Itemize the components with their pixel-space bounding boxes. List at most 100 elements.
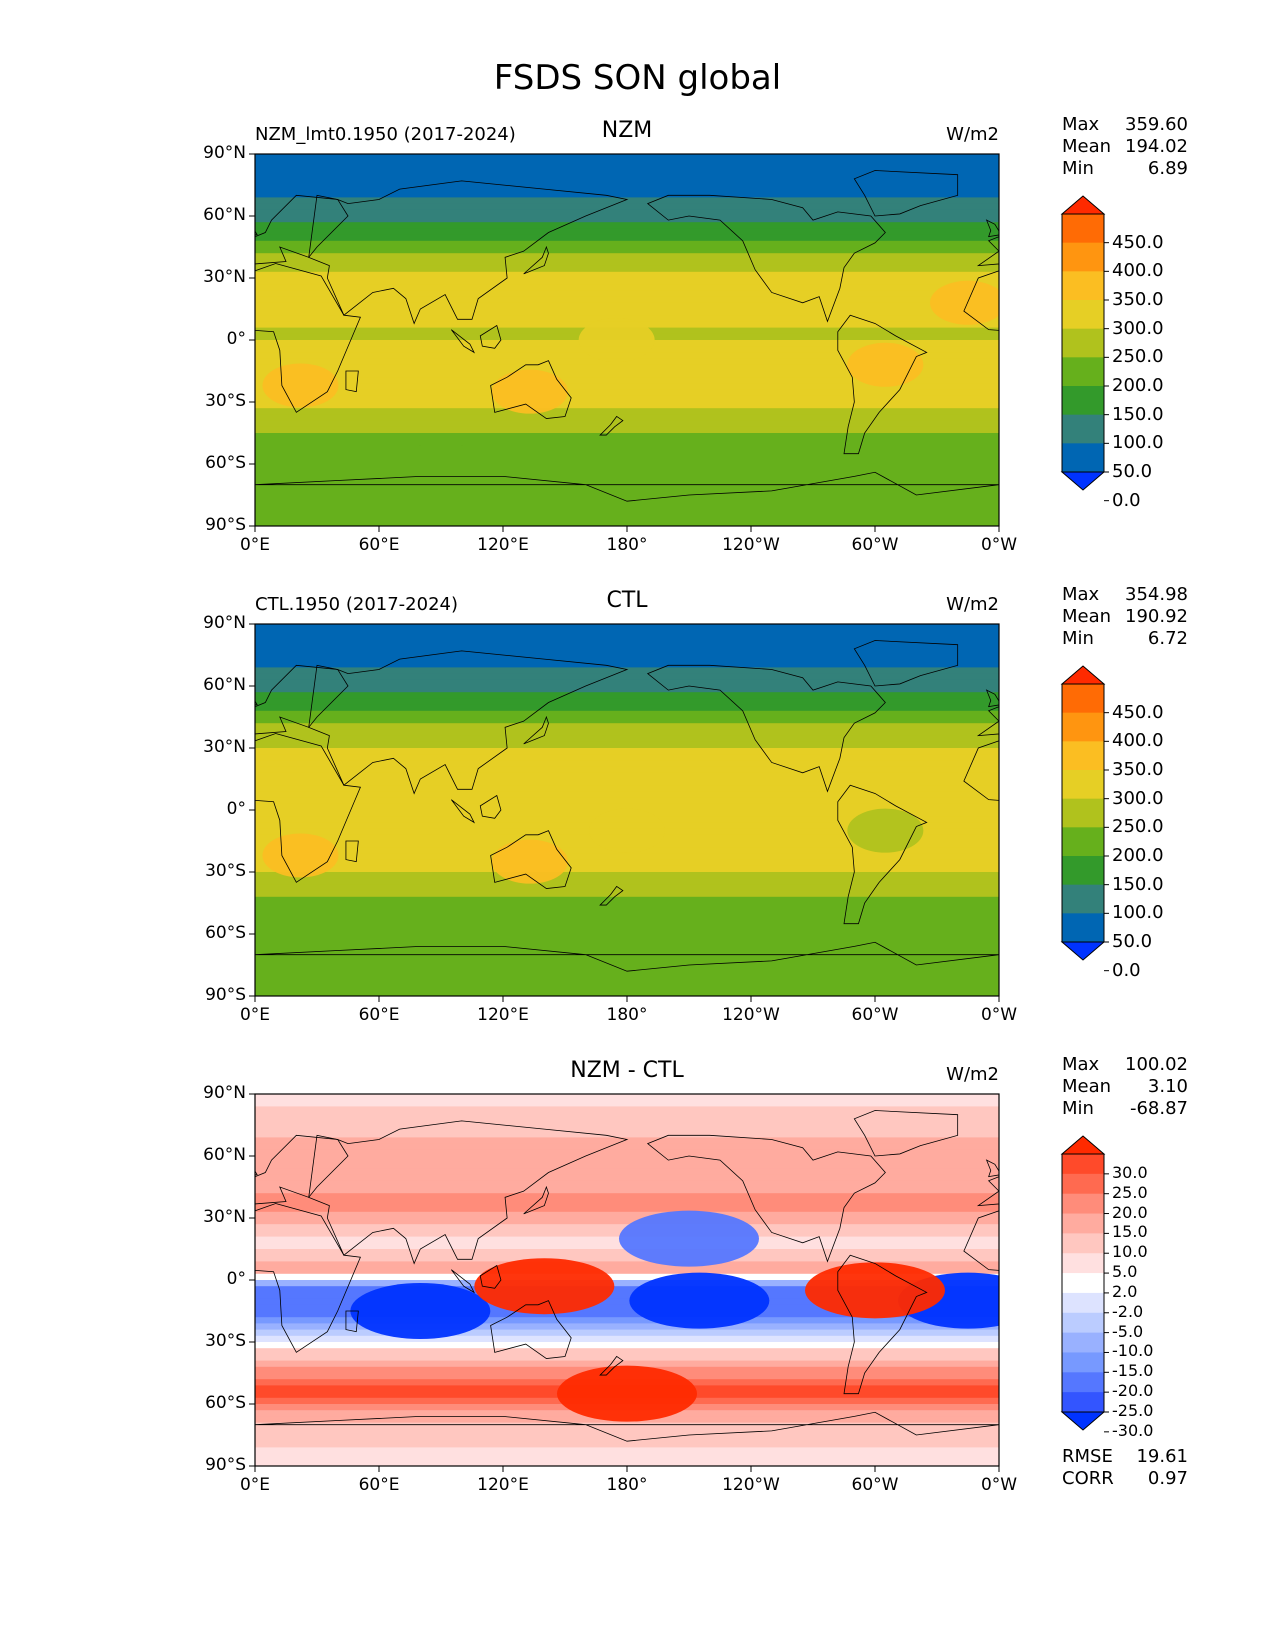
coastline [255, 733, 361, 883]
zonal-band [255, 630, 999, 637]
zonal-band [255, 290, 999, 298]
lat-tick-label: 60°S [205, 1393, 246, 1413]
colorbar-segment [1062, 712, 1104, 742]
zonal-band [255, 439, 999, 446]
zonal-band [255, 172, 999, 180]
colorbar-label: 150.0 [1112, 873, 1164, 895]
zonal-band [255, 952, 999, 960]
lat-tick-label: 0° [226, 329, 246, 349]
coastline [646, 1134, 886, 1263]
zonal-band [255, 265, 999, 273]
coastline [1235, 1301, 1275, 1359]
zonal-band [255, 247, 999, 254]
coastline [451, 329, 476, 354]
zonal-band [255, 1137, 999, 1145]
colorbar-extend-min [1060, 471, 1106, 491]
lat-tick-label: 90°S [205, 1455, 246, 1475]
zonal-band [255, 1180, 999, 1188]
zonal-band [255, 686, 999, 693]
field-feature [629, 1272, 770, 1329]
rmse-value: 19.61 [1136, 1446, 1188, 1467]
coastline [479, 794, 502, 819]
colorbar-label: 20.0 [1112, 1202, 1148, 1222]
field-feature [491, 369, 568, 414]
zonal-band [255, 222, 999, 229]
zonal-band [255, 197, 999, 205]
zonal-band [255, 884, 999, 892]
zonal-band [255, 1125, 999, 1132]
lat-tick-label: 30°S [205, 861, 246, 881]
zonal-band [255, 216, 999, 223]
coastline [479, 1264, 502, 1289]
zonal-band [255, 1205, 999, 1213]
lat-tick-label: 90°N [203, 143, 246, 163]
colorbar-segment [1062, 414, 1104, 444]
colorbar-frame [1061, 683, 1105, 943]
coastline [853, 170, 959, 217]
zonal-band [255, 1149, 999, 1157]
colorbar-label: -5.0 [1112, 1321, 1144, 1341]
zonal-band [255, 803, 999, 811]
zonal-band [255, 1342, 999, 1349]
colorbar-segment [1062, 798, 1104, 828]
colorbar-segment [1062, 214, 1104, 244]
stat-label: Mean [1062, 606, 1112, 627]
zonal-band [255, 890, 999, 898]
colorbar-segment [1062, 1312, 1104, 1334]
stat-label: Max [1062, 584, 1100, 605]
colorbar-segment [1062, 684, 1104, 714]
colorbar-label: 25.0 [1112, 1182, 1148, 1202]
zonal-band [255, 1280, 999, 1287]
zonal-band [255, 309, 999, 316]
colorbar-label: 400.0 [1112, 730, 1164, 752]
coastline [490, 360, 572, 419]
coastline [255, 471, 999, 502]
zonal-band [255, 154, 999, 161]
zonal-band [255, 958, 999, 966]
zonal-band [255, 977, 999, 985]
map-panel-3 [249, 1093, 1275, 1472]
zonal-band [255, 1131, 999, 1138]
zonal-band [255, 402, 999, 409]
colorbar-segment [1062, 300, 1104, 330]
panel-units: W/m2 [946, 594, 999, 615]
colorbar-segment [1062, 1292, 1104, 1314]
zonal-band [255, 513, 999, 521]
zonal-band [255, 983, 999, 991]
coastline [479, 324, 502, 349]
lat-tick-label: 90°S [205, 985, 246, 1005]
lon-tick-label: 60°W [851, 535, 899, 555]
zonal-band [255, 648, 999, 656]
zonal-band [255, 785, 999, 792]
colorbar-extend-max [1060, 195, 1106, 215]
zonal-band [255, 395, 999, 403]
lat-tick-label: 30°N [203, 737, 246, 757]
coastline [451, 1269, 476, 1294]
colorbar-label: 50.0 [1112, 461, 1153, 482]
zonal-band [255, 278, 999, 285]
lat-tick-label: 30°N [203, 1207, 246, 1227]
zonal-band [255, 234, 999, 242]
lat-tick-label: 60°N [203, 1145, 246, 1165]
colorbar-label: 5.0 [1112, 1262, 1138, 1282]
zonal-band [255, 655, 999, 662]
stat-label: Mean [1062, 1076, 1112, 1097]
colorbar-segment [1062, 1213, 1104, 1234]
lon-tick-label: 180° [606, 535, 648, 555]
colorbar-segment [1062, 1392, 1104, 1413]
zonal-band [255, 865, 999, 873]
coastline [976, 236, 999, 267]
zonal-band [255, 791, 999, 799]
lon-tick-label: 0°E [239, 1005, 271, 1025]
field-feature [262, 363, 339, 408]
zonal-band [255, 1329, 999, 1337]
zonal-band [255, 779, 999, 786]
zonal-band [255, 872, 999, 879]
zonal-band [255, 797, 999, 805]
colorbar-label: 250.0 [1112, 816, 1164, 838]
coastline [490, 1300, 572, 1359]
field-feature [578, 318, 655, 362]
zonal-band [255, 748, 999, 755]
field-layer [255, 624, 999, 996]
coastline [853, 640, 959, 687]
